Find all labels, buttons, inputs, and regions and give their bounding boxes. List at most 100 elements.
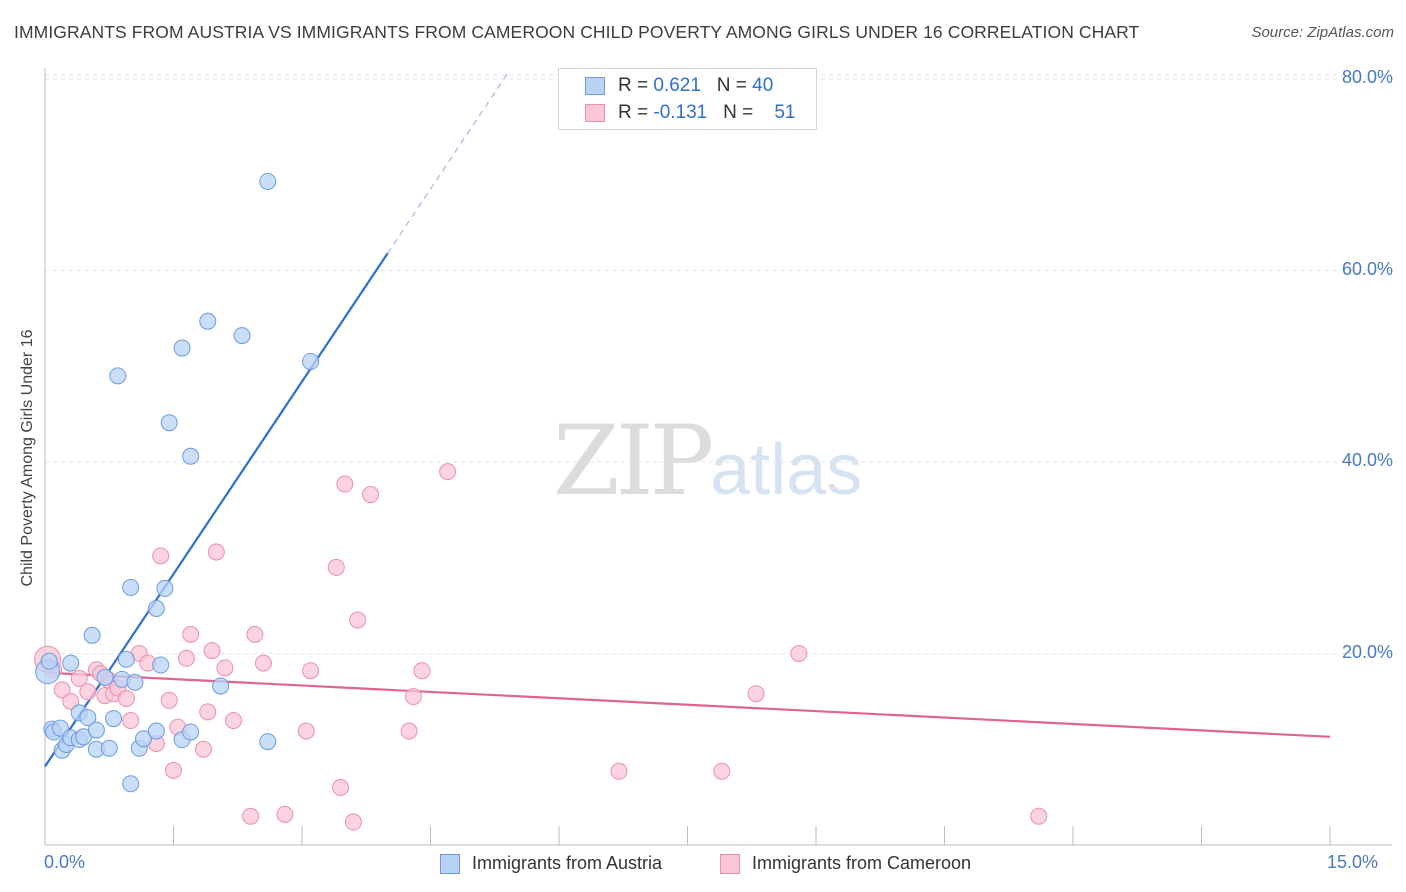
cameroon-point [362, 486, 380, 504]
austria-point [156, 579, 174, 597]
austria-point [83, 626, 101, 644]
watermark: ZIPatlas [553, 405, 862, 517]
austria-point [122, 775, 140, 793]
cameroon-point [713, 762, 731, 780]
cameroon-point [177, 649, 195, 667]
cameroon-point [182, 625, 200, 643]
x-tick-label-min: 0.0% [44, 852, 86, 872]
x-tick-label-max: 15.0% [1327, 852, 1379, 872]
watermark-zip: ZIP [553, 405, 714, 517]
austria-point [122, 578, 140, 596]
correlation-legend: R = 0.621 N = 40 R = -0.131 N = 51 [558, 68, 817, 130]
cameroon-point [254, 654, 272, 672]
austria-point [182, 447, 200, 465]
austria-point [105, 710, 123, 728]
austria-point [117, 650, 135, 668]
cameroon-point [400, 722, 418, 740]
austria-point [96, 668, 114, 686]
n-value: 51 [774, 102, 796, 123]
austria-point [62, 654, 80, 672]
cameroon-point [332, 779, 350, 797]
austria-swatch [585, 77, 605, 95]
r-label: R = [618, 75, 654, 96]
cameroon-point [404, 688, 422, 706]
cameroon-point [152, 547, 170, 565]
r-value: 0.621 [653, 75, 701, 96]
austria-point [79, 709, 97, 727]
cameroon-point [79, 683, 97, 701]
axes [44, 68, 1392, 846]
austria-point [173, 339, 191, 357]
r-value: -0.131 [653, 102, 708, 123]
legend-austria-text: R = 0.621 N = 40 [618, 75, 773, 97]
austria-point [126, 673, 144, 691]
austria-point [302, 352, 320, 370]
austria-point [259, 733, 277, 751]
cameroon-point [336, 475, 354, 493]
cameroon-point [216, 659, 234, 677]
austria-point [100, 739, 118, 757]
cameroon-point [297, 722, 315, 740]
cameroon-point [160, 691, 178, 709]
austria-point [135, 730, 153, 748]
austria-points [35, 172, 320, 793]
austria-point [182, 723, 200, 741]
austria-point [87, 721, 105, 739]
austria-point [147, 599, 165, 617]
austria-point [233, 327, 251, 345]
cameroon-point [207, 543, 225, 561]
chart-title: IMMIGRANTS FROM AUSTRIA VS IMMIGRANTS FR… [14, 22, 1140, 42]
cameroon-legend-swatch [720, 854, 740, 874]
cameroon-point [194, 740, 212, 758]
austria-legend-label: Immigrants from Austria [472, 853, 663, 873]
y-tick-label: 20.0% [1341, 641, 1393, 662]
cameroon-point [224, 712, 242, 730]
cameroon-point [413, 662, 431, 680]
cameroon-point [62, 692, 80, 710]
cameroon-point [246, 625, 264, 643]
austria-trend-extension [387, 72, 509, 254]
cameroon-point [349, 611, 367, 629]
cameroon-trend-line [44, 671, 1331, 738]
cameroon-point [790, 645, 808, 662]
cameroon-swatch [585, 104, 605, 122]
cameroon-point [53, 681, 71, 699]
cameroon-point [117, 690, 135, 708]
source-note: Source: ZipAtlas.com [1251, 24, 1394, 41]
cameroon-point [302, 662, 320, 680]
austria-point [109, 367, 127, 385]
austria-point [152, 656, 170, 674]
y-tick-label: 60.0% [1341, 258, 1393, 279]
cameroon-legend-label: Immigrants from Cameroon [752, 853, 972, 873]
austria-point [212, 677, 230, 695]
austria-point [40, 652, 58, 670]
austria-point [160, 414, 178, 432]
cameroon-point [344, 813, 362, 831]
cameroon-point [165, 761, 182, 779]
cameroon-point [327, 558, 345, 576]
watermark-atlas: atlas [710, 430, 863, 510]
cameroon-point [122, 712, 140, 730]
cameroon-point [242, 807, 260, 825]
gridlines [45, 74, 1392, 654]
cameroon-point [439, 463, 457, 481]
cameroon-point [610, 762, 628, 780]
cameroon-point [747, 685, 765, 703]
y-tick-label: 80.0% [1341, 67, 1393, 87]
cameroon-point [199, 703, 217, 721]
austria-legend-swatch [440, 854, 460, 874]
cameroon-points [34, 463, 1048, 831]
n-label: N = [716, 75, 753, 96]
austria-point [199, 312, 217, 330]
r-label: R = [618, 102, 654, 123]
y-axis-label: Child Poverty Among Girls Under 16 [19, 329, 36, 587]
austria-point [147, 722, 165, 740]
cameroon-point [1030, 807, 1048, 825]
n-label: N = [723, 102, 759, 123]
trend-lines [44, 72, 1331, 768]
cameroon-point [203, 642, 221, 660]
n-value: 40 [752, 75, 774, 96]
cameroon-point [70, 669, 88, 687]
austria-point [259, 172, 277, 190]
legend-cameroon-text: R = -0.131 N = 51 [618, 102, 795, 124]
